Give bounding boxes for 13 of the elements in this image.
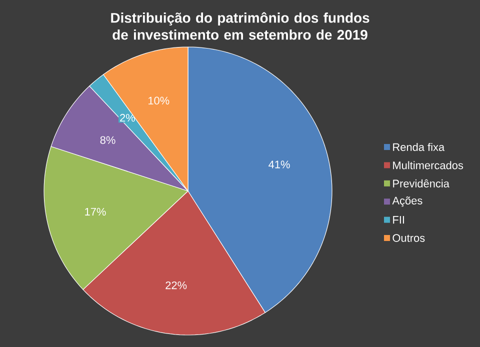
data-label: 17% (85, 208, 106, 216)
data-label: 8% (100, 136, 116, 144)
data-label: 10% (148, 96, 170, 104)
legend-label: Multimercados (393, 161, 464, 170)
data-label: 22% (166, 281, 187, 290)
legend-label: Ações (392, 196, 422, 207)
chart-title: Distribuição do patrimônio dos fundos de investimento em setembro de 2019 (111, 12, 370, 40)
data-label: 41% (268, 160, 290, 168)
legend-label: Previdência (393, 179, 450, 188)
legend-label: Renda fixa (393, 142, 445, 152)
legend-label: FII (393, 216, 404, 224)
legend-label: Outros (392, 234, 425, 242)
data-label: 2% (120, 114, 135, 122)
